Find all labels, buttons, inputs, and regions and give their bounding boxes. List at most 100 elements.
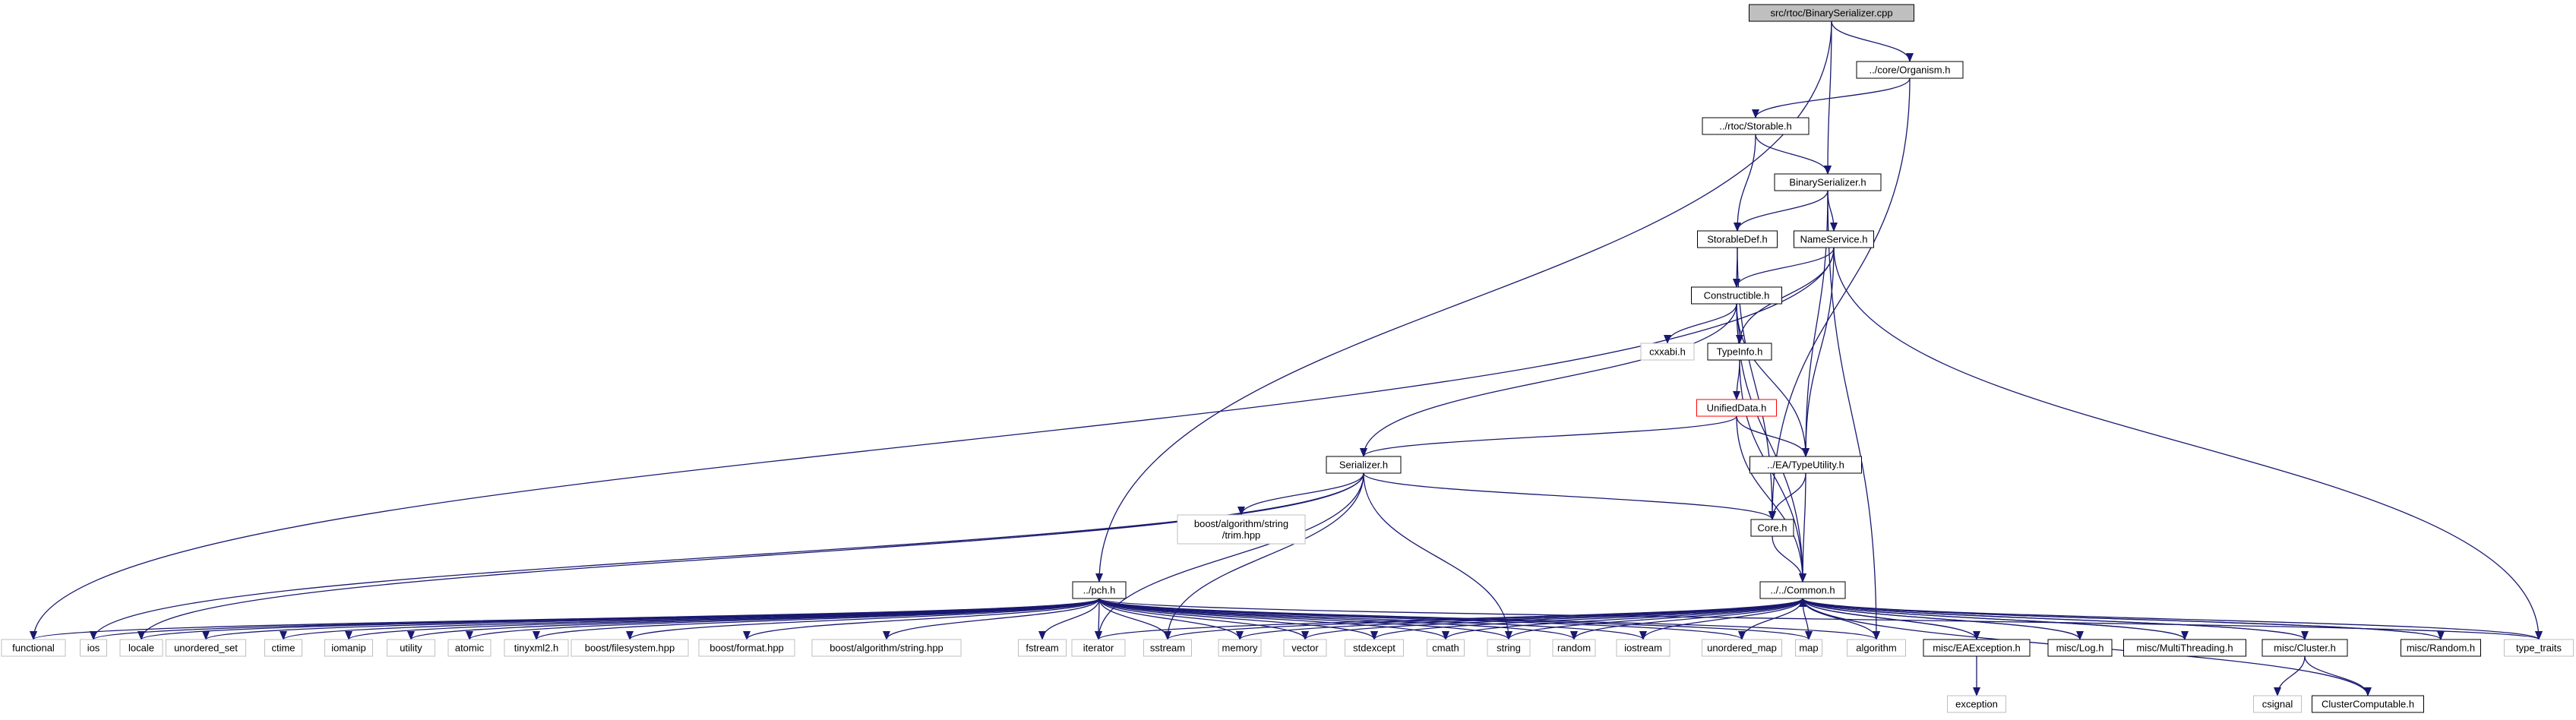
node-box [1691, 286, 1782, 305]
node-root: src/rtoc/BinarySerializer.cpp [1749, 4, 1914, 22]
node-label: type_traits [2516, 643, 2562, 654]
edge-pch-to-algostring [883, 598, 1100, 640]
node-eaexception[interactable]: misc/EAException.h [1923, 639, 2031, 657]
node-label: ../../Common.h [1770, 585, 1835, 596]
edge-typeinfo-to-unified [1733, 359, 1741, 400]
node-label: ../pch.h [1083, 585, 1116, 596]
node-box [2504, 639, 2574, 657]
node-box [811, 639, 962, 657]
node-type_traits: type_traits [2504, 639, 2574, 657]
edge-common-to-stdexcept [1370, 598, 1803, 640]
edge-storable-to-binser [1755, 134, 1832, 175]
node-label: csignal [2262, 699, 2293, 710]
node-box [698, 639, 795, 657]
node-serializer[interactable]: Serializer.h [1326, 456, 1402, 474]
node-unordered_map: unordered_map [1702, 639, 1782, 657]
node-box [1018, 639, 1067, 657]
node-label: fstream [1026, 643, 1058, 654]
node-label: ClusterComputable.h [2322, 699, 2414, 710]
node-box [1616, 639, 1670, 657]
node-iomanip: iomanip [324, 639, 373, 657]
node-label: misc/Log.h [2056, 643, 2104, 654]
node-trim: boost/algorithm/string/trim.hpp [1177, 514, 1306, 545]
node-box [1640, 343, 1695, 361]
node-box [2312, 695, 2424, 713]
edge-common-to-string [1505, 598, 1803, 640]
node-iterator: iterator [1071, 639, 1126, 657]
edge-pch-to-iostream [1098, 598, 1647, 640]
node-typeinfo[interactable]: TypeInfo.h [1707, 343, 1772, 361]
node-label: map [1799, 643, 1818, 654]
node-box [1071, 639, 1126, 657]
node-log[interactable]: misc/Log.h [2047, 639, 2113, 657]
node-label: memory [1222, 643, 1258, 654]
edge-constructible-to-serializer [1360, 303, 1737, 457]
node-sstream: sstream [1143, 639, 1192, 657]
node-randomh[interactable]: misc/Random.h [2401, 639, 2481, 657]
node-nameservice[interactable]: NameService.h [1794, 230, 1874, 248]
node-locale: locale [119, 639, 163, 657]
node-box [1774, 173, 1882, 191]
node-core[interactable]: Core.h [1750, 519, 1794, 537]
node-pch[interactable]: ../pch.h [1072, 581, 1127, 599]
node-filesystem: boost/filesystem.hpp [571, 639, 689, 657]
node-box [1759, 581, 1846, 599]
node-iostream: iostream [1616, 639, 1670, 657]
node-organism[interactable]: ../core/Organism.h [1856, 61, 1964, 79]
edge-common-to-cmath [1442, 598, 1803, 640]
node-label: locale [128, 643, 154, 654]
node-label: boost/algorithm/string.hpp [830, 643, 943, 654]
edge-pch-to-type_traits [1098, 598, 2543, 640]
node-exception: exception [1947, 695, 2006, 713]
node-cluster[interactable]: misc/Cluster.h [2262, 639, 2348, 657]
edge-typeutility-to-core [1768, 472, 1806, 520]
node-label: UnifiedData.h [1707, 403, 1767, 414]
node-box [1177, 514, 1306, 545]
edge-constructible-to-cxxabi [1664, 303, 1737, 344]
node-label: NameService.h [1800, 234, 1868, 245]
node-label: stdexcept [1353, 643, 1395, 654]
node-label: ../EA/TypeUtility.h [1767, 459, 1844, 471]
node-clustercomp[interactable]: ClusterComputable.h [2312, 695, 2424, 713]
node-label: iterator [1083, 643, 1114, 654]
node-layer: src/rtoc/BinarySerializer.cpp ../core/Org… [1, 4, 2574, 713]
edge-pch-to-vector [1098, 598, 1309, 640]
node-common[interactable]: ../../Common.h [1759, 581, 1846, 599]
edge-pch-to-tinyxml2 [533, 598, 1100, 640]
node-storable[interactable]: ../rtoc/Storable.h [1702, 117, 1810, 135]
node-multithreading[interactable]: misc/MultiThreading.h [2123, 639, 2246, 657]
node-random: random [1552, 639, 1596, 657]
node-ctime: ctime [264, 639, 302, 657]
node-label: utility [400, 643, 422, 654]
edge-binser-to-algorithm [1827, 190, 1880, 640]
node-box [1947, 695, 2006, 713]
node-algorithm: algorithm [1847, 639, 1906, 657]
node-label: string [1497, 643, 1521, 654]
node-label: Serializer.h [1339, 459, 1388, 471]
edge-serializer-to-ios [90, 472, 1364, 640]
node-typeutility[interactable]: ../EA/TypeUtility.h [1749, 456, 1862, 474]
node-label: atomic [455, 643, 485, 654]
edge-cluster-to-common [1799, 598, 2306, 640]
node-cxxabi: cxxabi.h [1640, 343, 1695, 361]
node-functional: functional [1, 639, 66, 657]
node-box [1, 639, 66, 657]
node-box [2401, 639, 2481, 657]
node-label: iostream [1624, 643, 1662, 654]
node-label: tinyxml2.h [514, 643, 559, 654]
node-binser[interactable]: BinarySerializer.h [1774, 173, 1882, 191]
node-label: ../core/Organism.h [1870, 65, 1951, 76]
node-constructible[interactable]: Constructible.h [1691, 286, 1782, 305]
edge-cluster-to-csignal [2274, 655, 2306, 696]
node-box [1696, 399, 1777, 417]
node-unified[interactable]: UnifiedData.h [1696, 399, 1777, 417]
node-unordered_set: unordered_set [166, 639, 246, 657]
node-storabledef[interactable]: StorableDef.h [1697, 230, 1778, 248]
node-box [1750, 519, 1794, 537]
node-box [1487, 639, 1531, 657]
node-utility: utility [387, 639, 435, 657]
node-label: misc/Random.h [2407, 643, 2475, 654]
edge-eaexception-to-common [1799, 598, 1977, 640]
node-ios: ios [80, 639, 107, 657]
node-label: ctime [271, 643, 295, 654]
